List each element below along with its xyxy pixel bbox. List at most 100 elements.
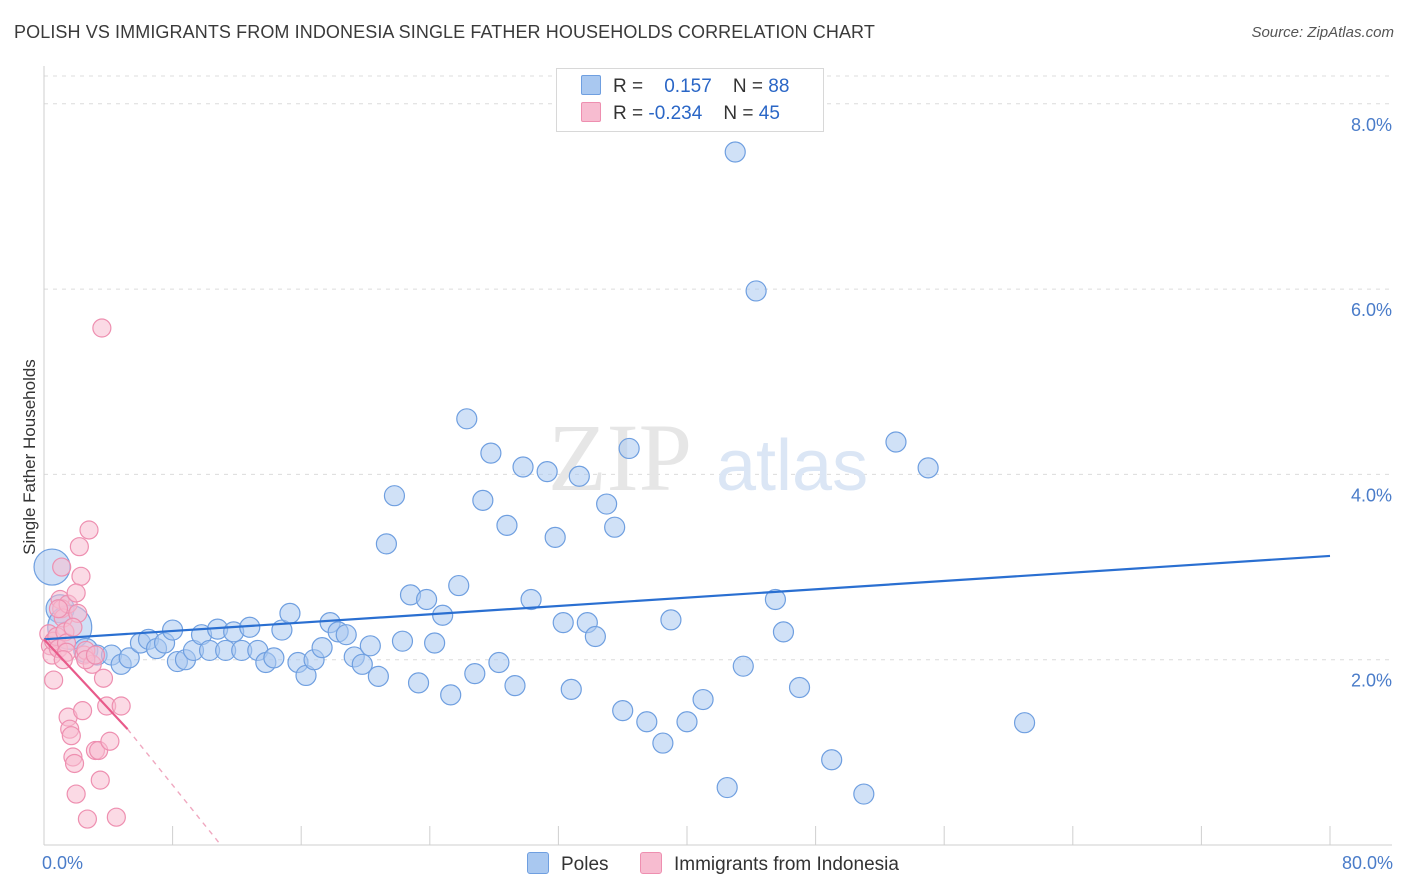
poles-point — [351, 653, 373, 675]
legend-r-label: R = — [613, 103, 644, 124]
indonesia-point — [111, 696, 131, 716]
indonesia-point — [90, 770, 110, 790]
series-legend-label: Immigrants from Indonesia — [674, 854, 899, 875]
poles-point — [367, 665, 389, 687]
poles-point — [383, 485, 406, 507]
indonesia-point — [69, 537, 89, 557]
poles-point — [496, 514, 518, 536]
poles-point — [335, 624, 357, 646]
indonesia-point — [52, 557, 72, 577]
poles-point — [716, 776, 738, 799]
poles-point — [853, 783, 875, 805]
x-tick-label: 80.0% — [1342, 853, 1393, 873]
poles-point — [724, 141, 746, 163]
poles-point — [636, 711, 658, 733]
poles-point — [568, 465, 590, 487]
poles-point — [536, 461, 558, 483]
poles-point — [732, 655, 754, 677]
indonesia-point — [64, 753, 85, 774]
indonesia-point — [61, 726, 81, 746]
legend-n-value: 45 — [758, 103, 780, 124]
indonesia-point — [93, 668, 114, 688]
legend-row-poles: R = 0.157 N = 88 — [581, 75, 789, 99]
source-label: Source: ZipAtlas.com — [1251, 24, 1394, 41]
series-legend-poles[interactable]: Poles — [527, 852, 609, 876]
legend-r-value: 0.157 — [664, 76, 712, 97]
indonesia-point — [85, 645, 106, 665]
poles-point — [375, 533, 397, 555]
poles-point — [652, 732, 674, 754]
poles-point — [917, 457, 939, 479]
poles-point — [676, 711, 698, 733]
legend-swatch-indonesia — [581, 102, 601, 122]
series-swatch-poles — [527, 852, 549, 874]
grid-lines — [44, 75, 1392, 661]
watermark-atlas: atlas — [716, 426, 868, 506]
poles-point — [391, 630, 414, 652]
poles-point — [448, 574, 470, 597]
poles-point — [488, 651, 510, 674]
poles-point — [480, 442, 502, 464]
poles-point — [660, 609, 682, 631]
indonesia-point — [106, 807, 126, 827]
legend-r-value: -0.234 — [648, 103, 703, 124]
poles-point — [504, 675, 526, 697]
poles-point — [544, 526, 566, 549]
poles-point — [311, 637, 333, 659]
y-tick-label: 2.0% — [1351, 671, 1392, 691]
indonesia-point — [79, 520, 99, 540]
axes — [43, 66, 1392, 846]
watermark-zip: ZIP — [548, 404, 692, 511]
poles-trend-line — [43, 554, 1331, 641]
poles-point — [424, 632, 446, 654]
poles-point — [407, 672, 430, 694]
correlation-legend: R = 0.157 N = 88 R = -0.234 N = 45 — [556, 68, 824, 132]
poles-point — [745, 280, 767, 302]
poles-point — [612, 700, 634, 722]
poles-point — [456, 408, 478, 430]
series-legend-label: Poles — [561, 854, 609, 875]
y-tick-label: 4.0% — [1351, 485, 1392, 505]
poles-point — [692, 688, 714, 711]
series-swatch-indonesia — [640, 852, 662, 874]
legend-n-label: N = — [723, 103, 754, 124]
indonesia-point — [48, 599, 69, 619]
x-tick-label: 0.0% — [42, 853, 83, 873]
poles-point — [520, 588, 542, 611]
indonesia-point — [66, 583, 86, 603]
poles-point — [821, 749, 843, 771]
indonesia-trend-extension — [127, 728, 222, 846]
series-legend: Poles Immigrants from Indonesia — [0, 852, 1406, 878]
indonesia-point — [100, 731, 120, 751]
poles-point — [415, 588, 438, 611]
poles-point — [432, 604, 454, 626]
poles-point — [279, 602, 301, 624]
poles-point — [552, 612, 574, 634]
poles-point — [512, 456, 534, 478]
y-axis-label: Single Father Households — [20, 359, 39, 555]
y-tick-label: 6.0% — [1351, 300, 1392, 320]
poles-point — [772, 621, 795, 643]
series-legend-indonesia[interactable]: Immigrants from Indonesia — [640, 852, 899, 876]
indonesia-point — [72, 701, 93, 721]
poles-point — [618, 437, 640, 460]
indonesia-point — [44, 670, 64, 690]
y-tick-label: 8.0% — [1351, 115, 1392, 135]
indonesia-point — [92, 318, 112, 338]
indonesia-point — [77, 809, 98, 829]
indonesia-point — [71, 566, 91, 586]
poles-point — [560, 678, 582, 700]
poles-point — [604, 516, 626, 538]
chart-title: POLISH VS IMMIGRANTS FROM INDONESIA SING… — [14, 22, 875, 42]
legend-swatch-poles — [581, 75, 601, 95]
poles-point — [359, 635, 381, 657]
tick-labels: 2.0% 4.0% 6.0% 8.0% 0.0% 80.0% — [42, 115, 1393, 873]
indonesia-point — [66, 784, 86, 804]
legend-n-value: 88 — [768, 76, 790, 97]
poles-point — [440, 684, 462, 706]
poles-point — [464, 662, 486, 685]
poles-point — [118, 647, 140, 669]
poles-point — [596, 493, 618, 515]
indonesia-trend-line — [43, 638, 129, 730]
